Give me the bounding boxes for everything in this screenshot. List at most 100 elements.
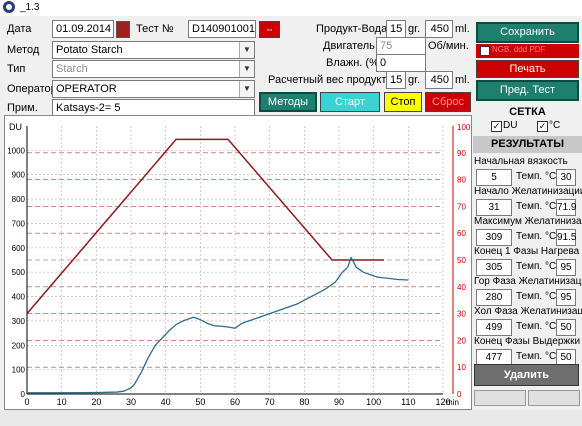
- left-tick-label: 600: [12, 244, 26, 253]
- chevron-down-icon[interactable]: ▼: [239, 81, 254, 97]
- right-axis-label: 100°C: [457, 123, 471, 132]
- left-tick-label: 1000: [7, 146, 25, 155]
- operator-select[interactable]: OPERATOR ▼: [52, 80, 255, 98]
- pdf-label: NGB. ddd PDF: [492, 45, 546, 54]
- moisture-field[interactable]: 0: [376, 54, 426, 72]
- grid-panel-title: СЕТКА: [509, 106, 546, 118]
- calc-weight-unit: gr.: [408, 74, 421, 86]
- x-tick-label: 80: [299, 397, 309, 407]
- chevron-down-icon[interactable]: ▼: [239, 61, 254, 77]
- pdf-row: NGB. ddd PDF: [476, 44, 579, 58]
- result-temp-value: 95: [556, 259, 576, 276]
- save-button[interactable]: Сохранить: [476, 22, 579, 43]
- result-value: 280: [476, 289, 512, 306]
- start-button[interactable]: Старт: [320, 92, 380, 112]
- motor-label: Двигатель: [323, 40, 375, 52]
- du-grid-checkbox[interactable]: ✓: [491, 121, 502, 132]
- result-temp-label: Темп. °C: [516, 171, 557, 182]
- right-tick-label: 80: [457, 176, 466, 185]
- chart-panel: 0 10 20 30 40 50 60 70 80 90 100 110 120 0 100 200 300 40…: [4, 115, 480, 410]
- result-value: 31: [476, 199, 512, 216]
- delete-button[interactable]: Удалить: [474, 364, 579, 386]
- result-name: Начальная вязкость: [474, 156, 568, 167]
- product-field[interactable]: 15: [386, 20, 406, 38]
- result-temp-value: 95: [556, 289, 576, 306]
- result-value: 305: [476, 259, 512, 276]
- operator-value: OPERATOR: [56, 83, 117, 95]
- print-button[interactable]: Печать: [476, 60, 579, 78]
- aux-panel-left: [474, 390, 526, 406]
- result-name: Хол Фаза Желатинизации: [474, 306, 582, 317]
- result-temp-label: Темп. °C: [516, 231, 557, 242]
- method-select[interactable]: Potato Starch ▼: [52, 41, 255, 59]
- status-bar: [0, 410, 582, 426]
- left-tick-label: 0: [21, 390, 26, 399]
- result-temp-value: 50: [556, 349, 576, 366]
- result-value: 499: [476, 319, 512, 336]
- left-tick-label: 900: [12, 171, 26, 180]
- calc-water-field: 450: [425, 71, 453, 89]
- left-tick-label: 200: [12, 341, 26, 350]
- motor-unit: Об/мин.: [428, 40, 469, 52]
- type-value: Starch: [56, 63, 88, 75]
- result-temp-value: 30: [556, 169, 576, 186]
- type-label: Тип: [7, 63, 26, 75]
- result-temp-value: 50: [556, 319, 576, 336]
- product-water-label: Продукт-Вода: [316, 23, 388, 35]
- result-value: 309: [476, 229, 512, 246]
- title-bar: _1.3: [0, 0, 582, 16]
- water-unit: ml.: [455, 23, 470, 35]
- pdf-checkbox[interactable]: [480, 46, 490, 56]
- result-temp-label: Темп. °C: [516, 351, 557, 362]
- result-temp-label: Темп. °C: [516, 201, 557, 212]
- left-tick-label: 800: [12, 195, 26, 204]
- aux-panel-right: [528, 390, 580, 406]
- calc-weight-label: Расчетный вес продукта: [268, 74, 393, 86]
- reset-button[interactable]: Сброс: [425, 92, 471, 112]
- x-tick-label: 50: [195, 397, 205, 407]
- right-tick-label: 40: [457, 283, 466, 292]
- chevron-down-icon[interactable]: ▼: [239, 42, 254, 58]
- x-tick-label: 120: [435, 397, 450, 407]
- test-field[interactable]: D140901001: [188, 20, 256, 38]
- app-icon: [3, 1, 15, 13]
- methods-button[interactable]: Методы: [259, 92, 317, 112]
- right-tick-label: 10: [457, 363, 466, 372]
- temp-grid-label: °C: [549, 120, 561, 131]
- calendar-button[interactable]: [116, 21, 130, 38]
- product-unit: gr.: [408, 23, 421, 35]
- right-tick-label: 60: [457, 229, 466, 238]
- result-temp-value: 91.5: [556, 229, 576, 246]
- x-tick-label: 110: [401, 397, 415, 407]
- x-tick-label: 30: [126, 397, 136, 407]
- operator-label: Оператор: [7, 83, 57, 95]
- left-tick-label: 100: [12, 366, 26, 375]
- x-tick-label: 20: [91, 397, 101, 407]
- result-name: Гор Фаза Желатинизации: [474, 276, 582, 287]
- method-label: Метод: [7, 44, 40, 56]
- viscosity-line: [27, 256, 409, 394]
- prev-test-button[interactable]: Пред. Тест: [476, 80, 579, 101]
- motor-field[interactable]: 75: [376, 37, 426, 55]
- left-tick-label: 400: [12, 293, 26, 302]
- result-name: Начало Желатинизации: [474, 186, 582, 197]
- calc-water-unit: ml.: [455, 74, 470, 86]
- result-temp-label: Темп. °C: [516, 291, 557, 302]
- test-label: Тест №: [136, 23, 174, 35]
- temp-grid-checkbox[interactable]: ✓: [537, 121, 548, 132]
- right-tick-label: 30: [457, 310, 466, 319]
- type-select[interactable]: Starch ▼: [52, 60, 255, 78]
- result-name: Максимум Желатинизации: [474, 216, 582, 227]
- window-title: _1.3: [20, 2, 40, 13]
- water-field[interactable]: 450: [425, 20, 453, 38]
- viscosity-chart: 0 10 20 30 40 50 60 70 80 90 100 110 120010020030040…: [7, 122, 479, 407]
- x-tick-label: 10: [57, 397, 67, 407]
- left-tick-label: 700: [12, 219, 26, 228]
- result-temp-label: Темп. °C: [516, 321, 557, 332]
- search-test-button[interactable]: ⇔: [259, 21, 280, 38]
- date-field[interactable]: 01.09.2014: [52, 20, 114, 38]
- x-tick-label: 40: [161, 397, 171, 407]
- stop-button[interactable]: Стоп: [384, 92, 422, 112]
- date-label: Дата: [7, 23, 32, 35]
- calc-weight-field: 15: [386, 71, 406, 89]
